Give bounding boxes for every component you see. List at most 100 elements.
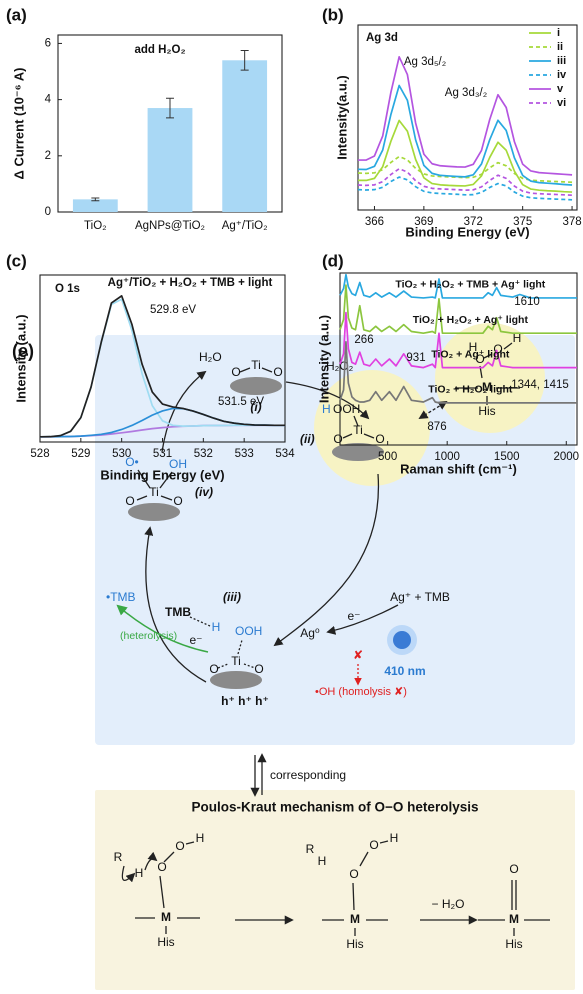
atom: O xyxy=(175,839,184,853)
legend-label: iv xyxy=(557,69,567,81)
x-tick-label: 372 xyxy=(464,216,483,228)
atom: His xyxy=(346,937,363,951)
x-tick-label: Ag⁺/TiO₂ xyxy=(222,220,268,232)
tio2-surface xyxy=(230,377,282,395)
atom: H xyxy=(390,831,399,845)
annotation: Ag 3d₅/₂ xyxy=(404,56,446,68)
atom: O xyxy=(493,342,502,356)
atom: O xyxy=(231,365,240,379)
atom: OOH xyxy=(235,624,262,638)
atom: H xyxy=(469,340,478,354)
series-line xyxy=(357,155,573,184)
annotation: 1610 xyxy=(514,296,540,308)
atom: M xyxy=(509,912,519,926)
holes: h⁺ h⁺ h⁺ xyxy=(221,694,269,708)
atom: H xyxy=(196,831,205,845)
annotation: add H₂O₂ xyxy=(134,44,185,56)
tio2-surface xyxy=(210,671,262,689)
series-line xyxy=(339,284,577,335)
series-line xyxy=(339,340,577,404)
series-line xyxy=(357,176,573,201)
annotation: 531.5 eV xyxy=(218,396,264,408)
panel-label: (c) xyxy=(6,251,27,270)
legend-label: i xyxy=(557,27,560,39)
series-line xyxy=(357,167,573,197)
pathway-label: (heterolysis) xyxy=(120,630,177,642)
atom: O xyxy=(375,432,384,446)
atom: O xyxy=(125,494,134,508)
x-tick-label: 1500 xyxy=(494,451,520,463)
plot-frame xyxy=(357,24,578,211)
panel-label: (a) xyxy=(6,5,27,24)
x-axis-label: Binding Energy (eV) xyxy=(405,224,529,239)
chart-panel: (c) Intensity (a.u.) Binding Energy (eV) 52… xyxy=(6,251,295,482)
state-label: (i) xyxy=(250,400,261,414)
atom: O xyxy=(349,867,358,881)
atom: His xyxy=(505,937,522,951)
mechanism-panel xyxy=(95,790,575,990)
y-axis-label: Intensity (a.u.) xyxy=(13,314,28,402)
state-label: (iv) xyxy=(195,485,213,499)
x-tick-label: 2000 xyxy=(553,451,579,463)
atom: Ti xyxy=(149,485,159,499)
molecule: TMB xyxy=(165,605,191,619)
atom: Ti xyxy=(251,358,261,372)
atom: O xyxy=(173,494,182,508)
scheme: (e) H₂O O Ti O (i) H₂O₂ H OOH O Ti O (ii… xyxy=(12,323,575,990)
series-label: TiO₂ + H₂O₂ + TMB + Ag⁺ light xyxy=(395,279,545,291)
x-axis-label: Binding Energy (eV) xyxy=(100,467,224,482)
series-line xyxy=(358,119,573,193)
state-label: (ii) xyxy=(300,432,315,446)
legend-label: v xyxy=(557,83,564,95)
y-tick-label: 6 xyxy=(45,37,51,49)
annotation: O 1s xyxy=(55,283,80,295)
atom: His xyxy=(157,935,174,949)
chart-panel: (d) Intensity (a.u.) Raman shift (cm⁻¹)500… xyxy=(316,251,579,476)
atom: R xyxy=(114,850,123,864)
atom: O xyxy=(209,662,218,676)
loss-label: − H₂O xyxy=(432,897,465,911)
x-tick-label: 1000 xyxy=(434,451,460,463)
annotation: 529.8 eV xyxy=(150,304,196,316)
legend-label: ii xyxy=(557,41,563,53)
atom: OOH xyxy=(333,402,360,416)
series-label: TiO₂ + H₂O₂ light xyxy=(428,384,513,396)
y-tick-label: 0 xyxy=(45,206,51,218)
x-tick-label: AgNPs@TiO₂ xyxy=(135,220,205,232)
product: •TMB xyxy=(106,590,136,604)
atom: O xyxy=(273,365,282,379)
annotation: Ag 3d₃/₂ xyxy=(445,87,487,99)
pathway-label: •OH (homolysis ✘) xyxy=(315,686,407,698)
atom: OH xyxy=(169,457,187,471)
y-axis-label: Δ Current (10⁻⁶ A) xyxy=(11,68,26,180)
wavelength: 410 nm xyxy=(384,664,425,678)
annotation: 266 xyxy=(354,334,373,346)
tio2-surface xyxy=(332,443,384,461)
atom: H xyxy=(322,402,331,416)
series-label: TiO₂ + H₂O₂ + Ag⁺ light xyxy=(413,314,529,326)
series-line xyxy=(39,295,285,438)
electron: e⁻ xyxy=(189,633,202,647)
highlight xyxy=(435,323,545,433)
x-tick-label: 534 xyxy=(275,448,295,460)
atom: H xyxy=(513,331,522,345)
light-bulb xyxy=(393,631,411,649)
legend-label: vi xyxy=(557,97,566,109)
atom: H xyxy=(135,866,144,880)
atom: O xyxy=(475,352,484,366)
series-label: TiO₂ + Ag⁺ light xyxy=(431,348,510,360)
atom: O xyxy=(254,662,263,676)
molecule: H₂O xyxy=(199,350,222,364)
y-axis-label: Intensity(a.u.) xyxy=(334,75,349,160)
atom: H xyxy=(318,854,327,868)
atom: M xyxy=(161,910,171,924)
bonds xyxy=(121,342,550,936)
panel-label: (e) xyxy=(12,341,34,361)
blocked-mark: ✘ xyxy=(353,648,363,662)
heterolysis-arrow xyxy=(116,604,209,653)
atom: His xyxy=(478,404,495,418)
reagent: Ag⁺ + TMB xyxy=(390,590,450,604)
bar xyxy=(72,199,118,212)
